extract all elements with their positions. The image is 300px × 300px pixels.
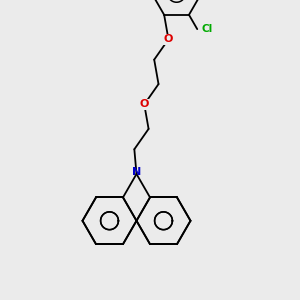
Text: O: O xyxy=(164,34,173,44)
Text: N: N xyxy=(132,167,141,177)
Text: Cl: Cl xyxy=(202,24,213,34)
Text: O: O xyxy=(140,99,149,110)
